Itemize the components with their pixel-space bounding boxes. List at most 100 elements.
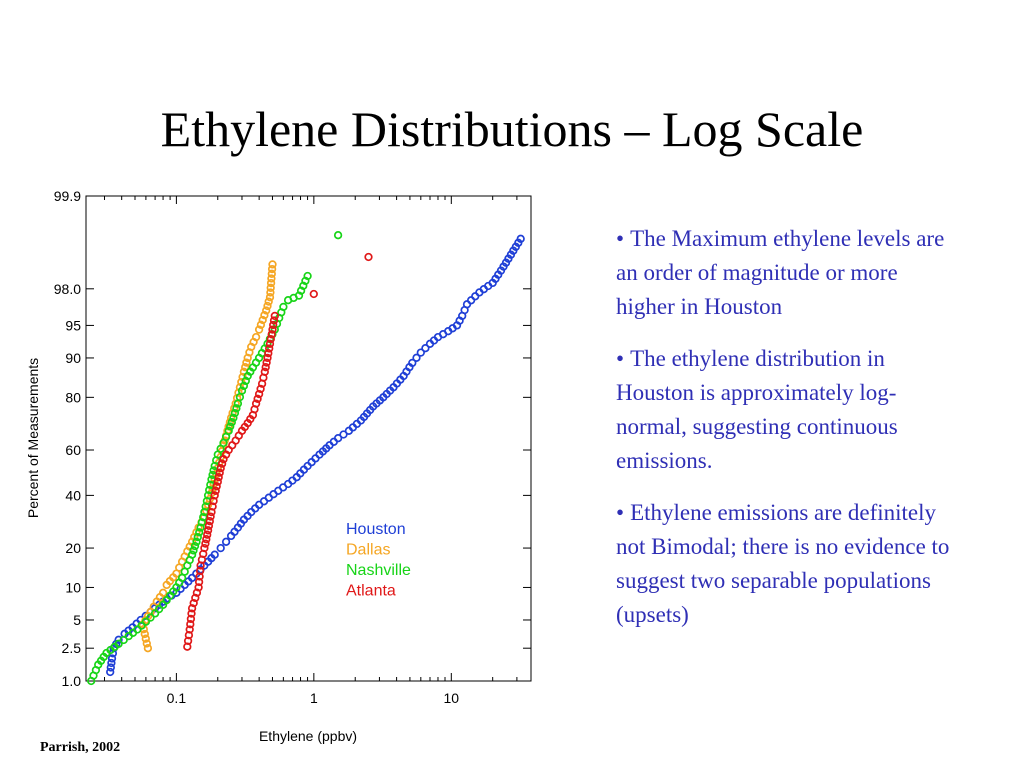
legend-item: Houston [346, 521, 406, 538]
data-point-nashville [241, 376, 250, 386]
data-point-dallas [256, 320, 266, 329]
y-tick-label: 20 [65, 540, 81, 556]
series-houston [106, 234, 525, 677]
data-point-dallas [141, 634, 150, 643]
x-tick-label: 10 [444, 690, 460, 706]
data-point-atlanta [266, 334, 275, 344]
data-point-nashville [141, 617, 151, 626]
bullet-item: • Ethylene emissions are definitely not B… [616, 496, 956, 632]
data-point-atlanta [200, 543, 209, 553]
data-point-atlanta [251, 399, 261, 408]
data-point-dallas [266, 288, 275, 297]
series-dallas [138, 260, 277, 653]
data-point-atlanta [264, 349, 273, 358]
data-point-dallas [263, 301, 272, 311]
bullet-item: • The Maximum ethylene levels are an orde… [616, 222, 956, 324]
slide-title: Ethylene Distributions – Log Scale [160, 101, 864, 157]
y-tick-label: 95 [65, 317, 81, 333]
data-point-dallas [142, 639, 151, 648]
series-nashville [87, 231, 343, 686]
data-point-nashville [303, 271, 312, 281]
data-point-dallas [266, 278, 276, 288]
data-point-dallas [267, 264, 277, 274]
data-point-houston [216, 543, 225, 553]
data-point-atlanta [309, 289, 318, 299]
y-tick-label: 5 [73, 612, 81, 628]
data-point-atlanta [195, 572, 204, 581]
data-point-atlanta [217, 459, 227, 468]
data-point-dallas [266, 283, 275, 292]
plot-frame [85, 195, 532, 682]
bullet-text: Ethylene emissions are definitely not Bi… [616, 500, 950, 627]
data-point-nashville [146, 613, 155, 622]
data-point-atlanta [206, 512, 215, 521]
data-point-atlanta [191, 593, 200, 603]
data-point-atlanta [213, 477, 222, 486]
data-point-houston [107, 658, 116, 668]
y-tick-label: 1.0 [62, 673, 82, 689]
data-point-nashville [232, 404, 241, 413]
data-point-nashville [189, 546, 198, 555]
data-point-dallas [264, 297, 273, 306]
data-point-atlanta [210, 491, 219, 500]
y-tick-label: 60 [65, 442, 81, 458]
data-point-dallas [242, 358, 251, 367]
data-point-dallas [267, 269, 276, 278]
data-point-houston [421, 344, 430, 353]
data-point-atlanta [253, 394, 262, 403]
data-point-atlanta [201, 539, 210, 548]
data-point-atlanta [265, 344, 274, 353]
data-point-atlanta [216, 464, 225, 473]
bullet-item: • The ethylene distribution in Houston is… [616, 342, 956, 478]
data-point-atlanta [265, 339, 275, 348]
y-tick-label: 98.0 [54, 281, 81, 297]
data-point-houston [333, 434, 343, 443]
data-point-atlanta [194, 583, 203, 592]
y-tick-label: 80 [65, 389, 81, 405]
data-point-dallas [254, 325, 264, 334]
data-point-nashville [230, 408, 240, 418]
y-tick-label: 2.5 [62, 640, 82, 656]
data-point-nashville [119, 635, 128, 645]
data-point-atlanta [254, 389, 264, 399]
data-point-atlanta [270, 311, 279, 321]
data-point-dallas [267, 274, 276, 283]
data-point-nashville [229, 413, 238, 422]
data-point-houston [107, 654, 117, 663]
data-point-houston [516, 234, 525, 243]
data-points [87, 231, 525, 686]
data-point-atlanta [262, 358, 271, 367]
bullet-text: The ethylene distribution in Houston is … [616, 346, 898, 473]
data-point-atlanta [215, 468, 224, 477]
legend-item: Dallas [346, 542, 390, 559]
data-point-nashville [237, 386, 247, 395]
data-point-atlanta [261, 363, 270, 372]
legend-item: Atlanta [346, 583, 396, 600]
data-point-dallas [260, 311, 269, 320]
bullet-dot: • [616, 226, 625, 251]
data-point-atlanta [268, 325, 277, 334]
data-point-atlanta [256, 384, 265, 394]
data-point-atlanta [205, 517, 214, 526]
data-point-dallas [265, 293, 275, 302]
y-tick-label: 40 [65, 487, 81, 503]
data-point-nashville [196, 523, 205, 532]
x-tick-label: 0.1 [167, 690, 187, 706]
data-point-nashville [279, 302, 288, 312]
data-point-nashville [239, 381, 249, 390]
citation: Parrish, 2002 [40, 740, 121, 755]
data-point-atlanta [189, 598, 198, 608]
data-point-nashville [192, 537, 201, 546]
legend: Houston Dallas Nashville Atlanta [346, 521, 411, 600]
data-point-atlanta [211, 486, 220, 495]
data-point-atlanta [203, 530, 212, 539]
data-point-houston [210, 550, 219, 559]
data-point-houston [221, 537, 231, 546]
data-point-nashville [227, 418, 236, 427]
data-point-nashville [190, 541, 200, 551]
data-point-atlanta [269, 316, 279, 325]
y-axis-label: Percent of Measurements [25, 358, 41, 518]
data-point-houston [187, 573, 197, 583]
data-point-houston [412, 353, 421, 362]
data-point-dallas [241, 363, 250, 372]
